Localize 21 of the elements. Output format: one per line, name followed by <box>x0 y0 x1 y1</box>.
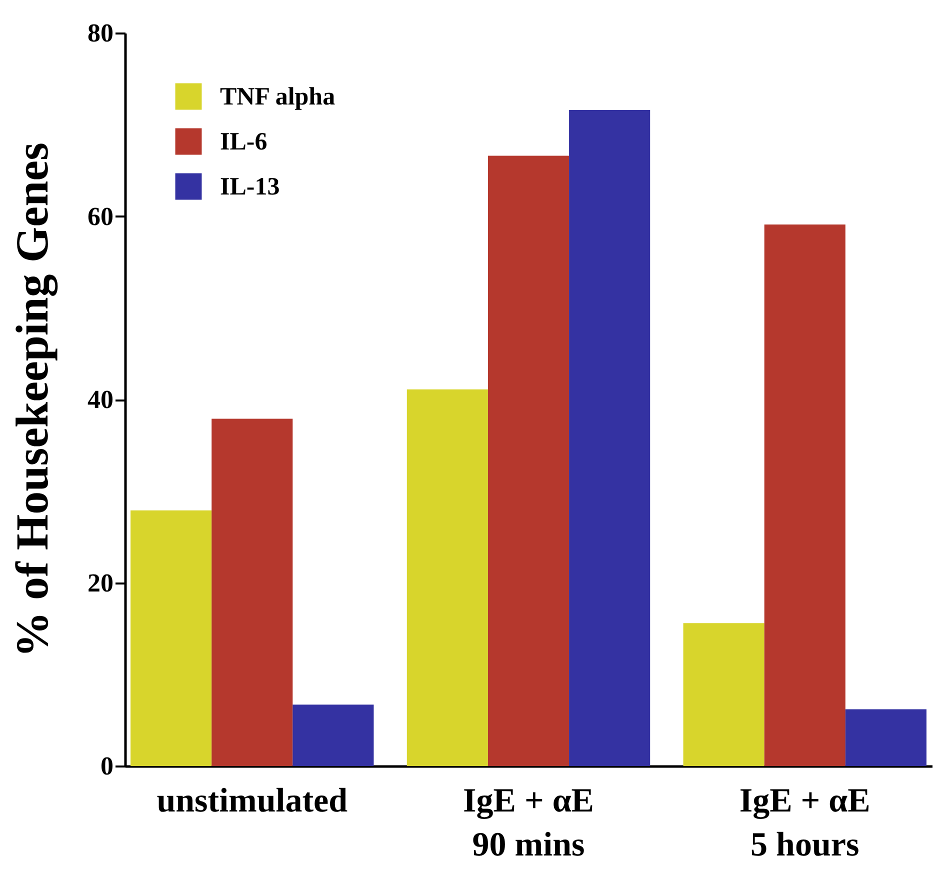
bar <box>488 156 570 766</box>
y-tick-label: 40 <box>88 385 114 414</box>
y-tick-label: 80 <box>88 18 114 48</box>
y-tick-label: 0 <box>100 752 114 780</box>
y-tick-label: 20 <box>88 568 114 598</box>
bar <box>569 110 650 766</box>
y-axis-title: % of Housekeeping Genes <box>6 142 58 658</box>
x-tick-label: IgE + αE 90 mins <box>463 782 594 864</box>
legend-label: TNF alpha <box>220 84 336 110</box>
bar <box>212 418 293 766</box>
bar <box>406 389 488 766</box>
y-tick-label: 60 <box>88 202 114 231</box>
legend-label: IL-6 <box>220 128 268 156</box>
x-tick-label: IgE + αE 5 hours <box>739 782 870 864</box>
bar <box>683 623 764 766</box>
bar <box>292 704 374 766</box>
bar <box>764 224 846 766</box>
legend-label: IL-13 <box>220 174 280 200</box>
x-tick-label: unstimulated <box>156 782 348 820</box>
bar <box>130 510 212 766</box>
bar <box>845 709 926 766</box>
